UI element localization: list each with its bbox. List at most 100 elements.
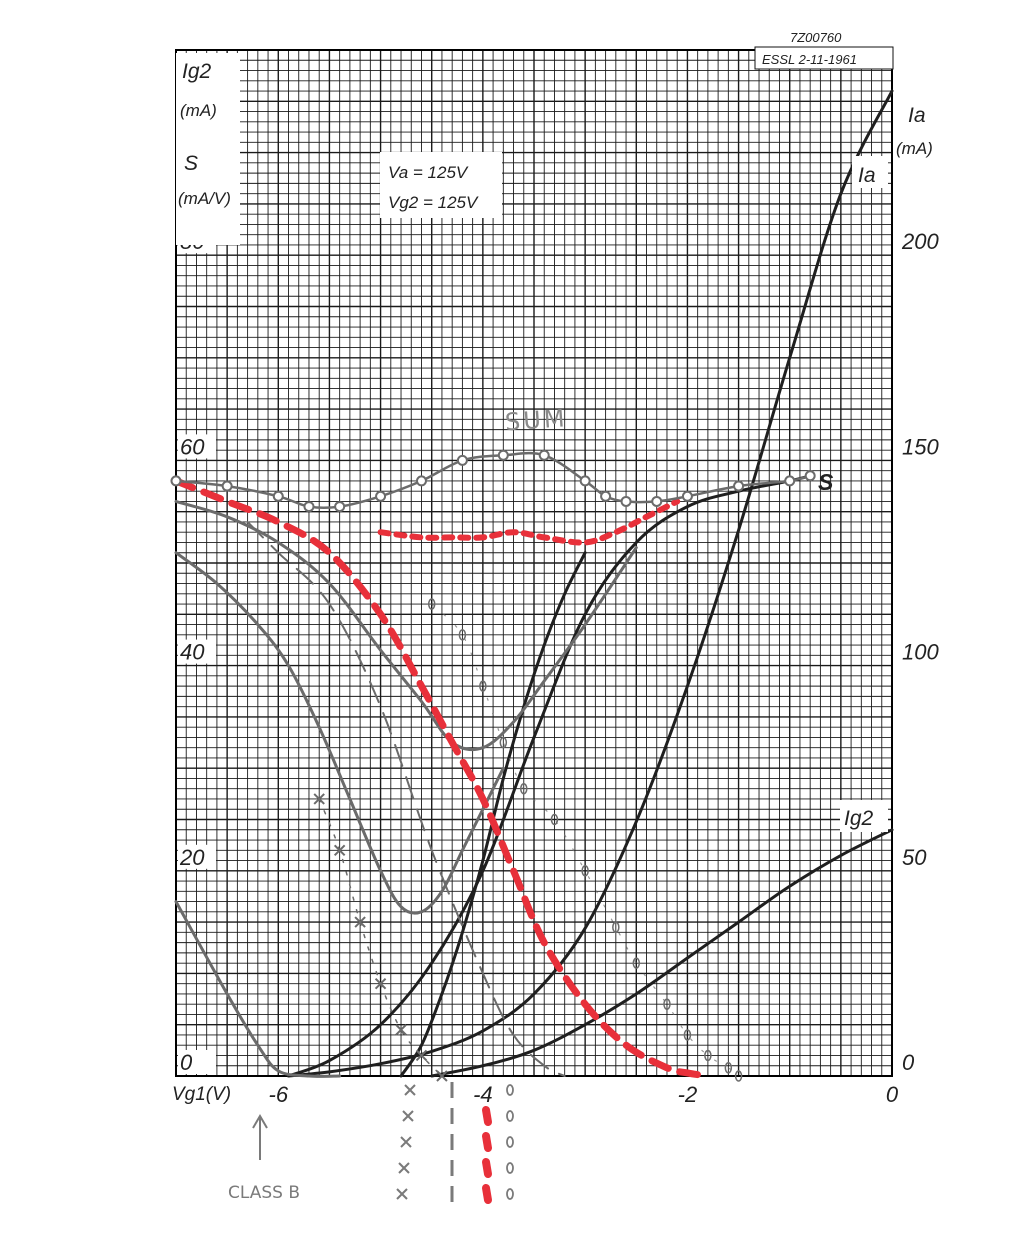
handwritten-legend	[396, 1082, 514, 1204]
curve-label-ia: Ia	[858, 164, 876, 187]
series-12-sum-point	[170, 475, 182, 487]
legend-circle-mark	[506, 1084, 514, 1096]
series-8-unlabeled-point	[415, 1049, 428, 1062]
legend-x-stroke	[402, 1110, 414, 1122]
legend-x-stroke	[400, 1136, 412, 1148]
series-9-unlabeled-point	[427, 598, 436, 610]
x-tick-label: 0	[886, 1082, 899, 1107]
left-tick-label: 40	[180, 640, 205, 665]
legend-x-mark	[400, 1136, 412, 1148]
x-axis-label-box: Vg1(V)	[168, 1078, 246, 1108]
left-tick-label-bg	[178, 844, 216, 869]
series-9-unlabeled-point	[499, 736, 508, 749]
left-tick-label-bg	[178, 1050, 216, 1074]
legend-circle-mark	[506, 1162, 514, 1174]
series-8-unlabeled-point-stroke	[395, 1024, 407, 1036]
sum-annotation: SUM	[504, 404, 568, 436]
x-tick-label-bg	[870, 1080, 914, 1106]
x-tick-label: -6	[269, 1082, 289, 1107]
tick-labels: -6-4-20020406080050100150200	[178, 229, 946, 1107]
legend-red-mark	[482, 1158, 492, 1178]
header-date-stamp: ESSL 2-11-1961	[762, 52, 857, 67]
right-tick-label: 0	[902, 1050, 915, 1075]
legend-circle-mark	[506, 1110, 514, 1122]
series-8-unlabeled-point	[313, 793, 325, 805]
condition-va: Va = 125V	[388, 163, 469, 182]
series-9-unlabeled-point	[550, 813, 559, 826]
left-axis-label-ig2: Ig2	[182, 60, 212, 83]
legend-x-stroke	[404, 1084, 416, 1096]
legend-red-mark	[482, 1106, 492, 1126]
series-9-unlabeled-point	[458, 629, 467, 641]
series-8-unlabeled-point-stroke	[436, 1070, 448, 1082]
legend-x-stroke	[396, 1188, 408, 1200]
series-12-sum-point	[221, 480, 233, 492]
right-tick-label-bg	[898, 844, 946, 869]
x-tick-label: -2	[678, 1082, 698, 1107]
series-12-sum-point	[538, 449, 550, 461]
series-8-unlabeled-point-stroke	[313, 793, 325, 805]
class-b-arrow-head	[252, 1114, 268, 1129]
right-tick-label-bg	[898, 1050, 946, 1074]
series-6-unlabeled-line	[174, 499, 638, 752]
left-tick-label: 60	[180, 434, 205, 459]
series-8-unlabeled-point	[354, 916, 366, 928]
series-8-unlabeled-point	[333, 844, 346, 856]
series-1-ig2-line	[430, 828, 894, 1078]
left-tick-label-bg	[178, 434, 216, 459]
left-axis-unit-ig2: (mA)	[180, 101, 217, 120]
series-5-unlabeled-line	[174, 551, 505, 915]
series-12-sum-point	[651, 495, 663, 507]
right-axis-label-box: Ia (mA)	[894, 98, 964, 160]
series-4-unlabeled-line	[174, 900, 342, 1078]
series-12-sum-point	[784, 475, 796, 487]
series-12-sum-point	[497, 449, 509, 461]
right-tick-label-bg	[898, 639, 946, 664]
legend-x-mark	[398, 1162, 410, 1174]
right-axis-label-ia: Ia	[908, 104, 926, 127]
legend-x-stroke	[398, 1162, 410, 1174]
series-12-sum-point	[303, 501, 315, 513]
series-12-sum-point	[456, 454, 468, 466]
class-b-annotation: CLASS B	[228, 1114, 300, 1203]
right-tick-label-bg	[898, 434, 946, 459]
series-8-unlabeled-point-stroke	[415, 1049, 428, 1062]
series-9-unlabeled-point	[704, 1049, 712, 1062]
right-tick-label: 200	[901, 229, 939, 254]
x-tick-label-bg	[665, 1080, 710, 1106]
header-code: 7Z00760	[790, 30, 842, 45]
series-0-ia-line	[287, 89, 894, 1078]
class-b-label: CLASS B	[228, 1183, 300, 1203]
legend-x-mark	[396, 1188, 408, 1200]
series-8-unlabeled-point	[436, 1070, 448, 1082]
left-tick-label-bg	[178, 639, 216, 664]
series-8-unlabeled-point-stroke	[333, 844, 346, 856]
series-9-unlabeled-point	[581, 865, 589, 877]
legend-red-mark	[482, 1184, 492, 1204]
series-9-unlabeled-point	[724, 1062, 733, 1074]
legend-circle-mark	[506, 1136, 514, 1148]
conditions-box: Va = 125V Vg2 = 125V	[380, 152, 502, 218]
series-10-unlabeled-line	[172, 477, 712, 1080]
left-axis-unit-s: (mA/V)	[178, 189, 231, 208]
x-tick-label-bg	[256, 1080, 301, 1106]
series-12-sum-point	[620, 495, 632, 507]
series-2-s-line	[287, 474, 812, 1078]
x-tick-label: -4	[473, 1082, 493, 1107]
curve-label-ig2: Ig2	[844, 807, 874, 830]
series-12-sum-point	[334, 501, 346, 513]
left-tick-label: 20	[179, 845, 205, 870]
series-9-unlabeled-point	[683, 1029, 692, 1041]
header-stamp: 7Z00760 ESSL 2-11-1961	[754, 30, 894, 70]
series-12-sum-point	[600, 490, 612, 502]
plot-grid	[175, 49, 893, 1077]
series-12-sum-point	[681, 490, 693, 502]
right-axis-unit-ia: (mA)	[896, 139, 933, 158]
series-8-unlabeled-point	[374, 977, 387, 990]
series-12-sum-point	[272, 490, 284, 502]
series-9-unlabeled-point	[632, 957, 641, 969]
series-9-unlabeled-point	[663, 998, 671, 1010]
x-axis-label: Vg1(V)	[172, 1084, 231, 1105]
series-8-unlabeled-point	[395, 1024, 407, 1036]
